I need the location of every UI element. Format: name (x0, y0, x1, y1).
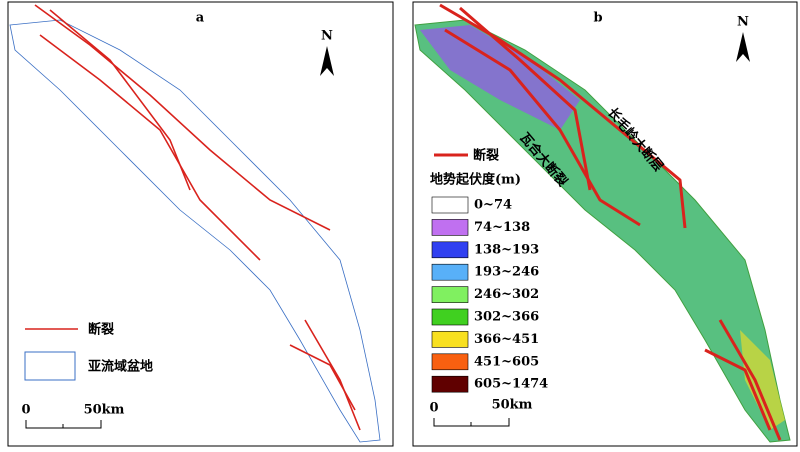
legend-swatch (431, 353, 469, 371)
legend-label: 断裂 (88, 322, 115, 338)
north-arrow (736, 32, 750, 62)
legend-swatch (431, 219, 469, 236)
legend-label: 0~74 (474, 198, 512, 213)
legend-label: 246~302 (474, 287, 539, 302)
legend-swatch (431, 331, 469, 348)
legend-swatch (431, 196, 469, 214)
legend-title: 地势起伏度(m) (430, 172, 521, 188)
north-arrow (320, 46, 334, 76)
legend-label: 193~246 (474, 265, 539, 280)
scale-label: 0 (429, 401, 438, 416)
legend-swatch (431, 241, 469, 259)
legend-swatch (431, 375, 469, 393)
panel-label: b (593, 11, 602, 26)
scale-label: 50km (492, 398, 533, 413)
legend-label: 451~605 (474, 354, 539, 369)
legend-swatch (24, 351, 76, 381)
legend-swatch (431, 286, 469, 303)
scale-bar (25, 420, 102, 429)
legend-label: 138~193 (474, 242, 539, 257)
scale-label: 50km (84, 403, 125, 418)
fault-line (34, 4, 331, 231)
legend-label: 605~1474 (474, 377, 548, 392)
north-label: N (737, 15, 749, 30)
scale-bar (433, 418, 510, 427)
legend-swatch (431, 308, 469, 326)
fault-line (39, 34, 261, 261)
fault-line (304, 319, 361, 431)
legend-label: 366~451 (474, 332, 539, 347)
basins (9, 19, 381, 443)
fault-line (704, 348, 772, 431)
relief-area (740, 330, 785, 430)
legend-classes: 0~74 74~138 138~193 193~246 246~302 302~366 36… (431, 196, 548, 393)
panel-label: a (196, 11, 205, 26)
fault-line (444, 28, 641, 227)
legend-label: 302~366 (474, 310, 539, 325)
legend-label: 亚流域盆地 (88, 359, 153, 375)
legend-swatch (431, 263, 469, 281)
fault-line (459, 6, 592, 191)
north-label: N (321, 29, 333, 44)
legend-label: 74~138 (474, 220, 530, 235)
relief-area (414, 19, 791, 443)
scale-label: 0 (21, 403, 30, 418)
legend-label: 断裂 (473, 148, 500, 164)
panel-frame (412, 1, 798, 447)
fault-line (718, 319, 782, 441)
fault-line (49, 9, 191, 191)
panel-frame (7, 1, 394, 447)
